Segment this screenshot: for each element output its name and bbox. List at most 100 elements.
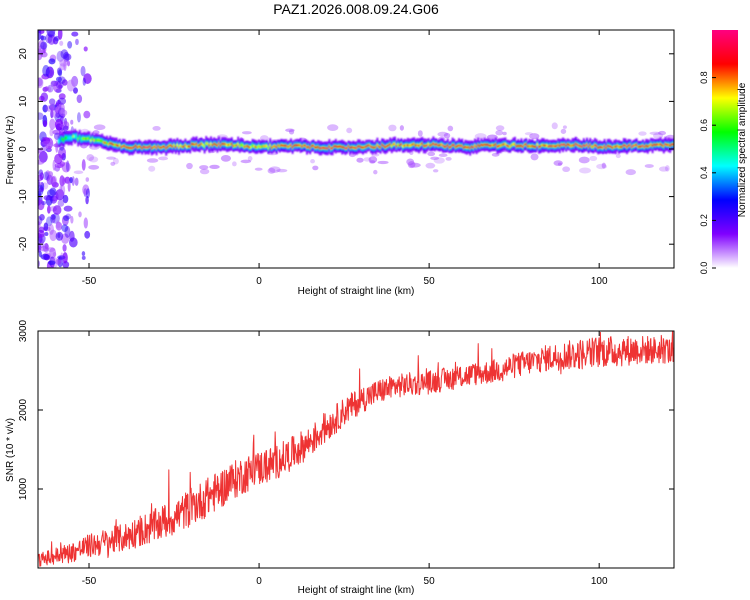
spectrogram-cell — [414, 144, 417, 147]
spectrogram-noise-cell — [76, 94, 83, 104]
spectrogram-cell — [656, 143, 659, 146]
spectrogram-cell — [626, 146, 628, 149]
spectrogram-cell — [349, 146, 352, 149]
spectrogram-noise-cell — [644, 164, 654, 168]
spectrogram-noise-cell — [199, 165, 209, 170]
spectrogram-cell — [96, 139, 99, 142]
spectrogram-cell — [448, 146, 451, 149]
spectrogram-cell — [602, 146, 604, 149]
spectrogram-cell — [592, 145, 595, 148]
spectrogram-noise-cell — [665, 165, 670, 172]
spectrogram-cell — [330, 147, 332, 150]
spectrogram-noise-cell — [49, 187, 57, 196]
spectrogram-noise-cell — [39, 246, 49, 252]
spectrogram-cell — [80, 138, 83, 141]
spectrogram-cell — [501, 143, 504, 146]
spectrogram-cell — [498, 144, 500, 147]
spectrogram-cell — [605, 146, 608, 149]
spectrogram-noise-cell — [417, 130, 423, 137]
spectrogram-cell — [171, 145, 174, 148]
x-tick-label: 100 — [591, 576, 608, 587]
spectrogram-noise-cell — [57, 30, 63, 40]
spectrogram-cell — [211, 144, 214, 147]
spectrogram-noise-cell — [59, 59, 68, 67]
spectrogram-cell — [587, 145, 590, 148]
spectrogram-cell — [355, 147, 358, 150]
spectrogram-cell — [522, 145, 524, 148]
spectrogram-noise-cell — [46, 216, 53, 227]
spectrogram-cell — [610, 145, 612, 148]
spectrogram-cell — [67, 137, 70, 140]
spectrogram-noise-cell — [50, 109, 54, 119]
spectrogram-cell — [296, 144, 299, 147]
spectrogram-noise-cell — [186, 162, 193, 170]
y-tick-label: 0 — [18, 146, 29, 152]
spectrogram-noise-cell — [58, 69, 63, 77]
spectrogram-cell — [309, 147, 312, 150]
spectrogram-noise-cell — [58, 84, 63, 89]
x-tick-label: 100 — [591, 276, 608, 287]
spectrogram-cell — [219, 144, 222, 147]
spectrogram-noise-cell — [47, 171, 54, 178]
spectrogram-noise-cell — [425, 162, 436, 169]
spectrogram-cell — [578, 144, 580, 147]
spectrogram-cell — [118, 144, 121, 147]
spectrogram-cell — [366, 144, 369, 147]
spectrogram-noise-cell — [438, 153, 448, 157]
spectrogram-cell — [258, 144, 260, 147]
spectrogram-cell — [283, 144, 286, 147]
spectrogram-cell — [387, 144, 390, 147]
spectrogram-noise-cell — [346, 127, 353, 134]
spectrogram-cell — [320, 147, 323, 150]
spectrogram-cell — [421, 142, 424, 145]
spectrogram-cell — [410, 144, 412, 147]
spectrogram-cell — [386, 145, 388, 148]
spectrogram-noise-cell — [63, 53, 72, 61]
spectrogram-cell — [402, 145, 404, 148]
spectrogram-cell — [614, 145, 617, 148]
spectrogram-cell — [344, 147, 347, 150]
spectrogram-cell — [520, 144, 523, 147]
spectrogram-noise-cell — [232, 161, 237, 167]
spectrogram-cell — [595, 144, 598, 147]
spectrogram-cell — [200, 142, 203, 145]
spectrogram-cell — [328, 145, 331, 148]
spectrogram-cell — [635, 143, 638, 146]
spectrogram-noise-cell — [67, 180, 71, 192]
spectrogram-cell — [539, 145, 542, 148]
spectrogram-cell — [456, 145, 459, 148]
spectrogram-cell — [418, 144, 420, 147]
spectrogram-cell — [242, 144, 244, 147]
spectrogram-noise-cell — [49, 229, 57, 242]
spectrogram-cell — [230, 142, 233, 145]
spectrogram-noise-cell — [61, 125, 70, 130]
spectrogram-cell — [74, 135, 76, 138]
spectrogram-cell — [302, 144, 305, 147]
spectrogram-cell — [333, 145, 336, 148]
spectrogram-cell — [493, 144, 496, 147]
spectrogram-noise-cell — [209, 164, 220, 170]
colorbar-ticks: 0.0 0.2 0.4 0.6 0.8 — [699, 71, 716, 274]
spectrogram-noise-cell — [45, 66, 55, 79]
spectrogram-cell — [112, 143, 115, 146]
spectrogram-noise-cell — [41, 140, 52, 146]
spectrogram-noise-cell — [59, 40, 64, 46]
spectrogram-cell — [213, 142, 216, 145]
spectrogram-noise-cell — [74, 177, 79, 186]
spectrogram-cell — [406, 144, 409, 147]
spectrogram-cell — [390, 144, 393, 147]
spectrogram-cell — [563, 143, 566, 146]
spectrogram-cell — [526, 145, 529, 148]
spectrogram-cell — [467, 146, 470, 149]
spectrogram-cell — [128, 146, 131, 149]
spectrogram-cell — [618, 145, 620, 148]
spectrogram-cell — [312, 144, 315, 147]
spectrogram-cell — [491, 144, 494, 147]
spectrogram-cell — [381, 143, 384, 146]
spectrogram-cell — [269, 144, 272, 147]
spectrogram-noise-cell — [81, 251, 86, 257]
spectrogram-cell — [461, 144, 464, 147]
spectrogram-cell — [672, 143, 674, 146]
spectrogram-cell — [267, 147, 270, 150]
